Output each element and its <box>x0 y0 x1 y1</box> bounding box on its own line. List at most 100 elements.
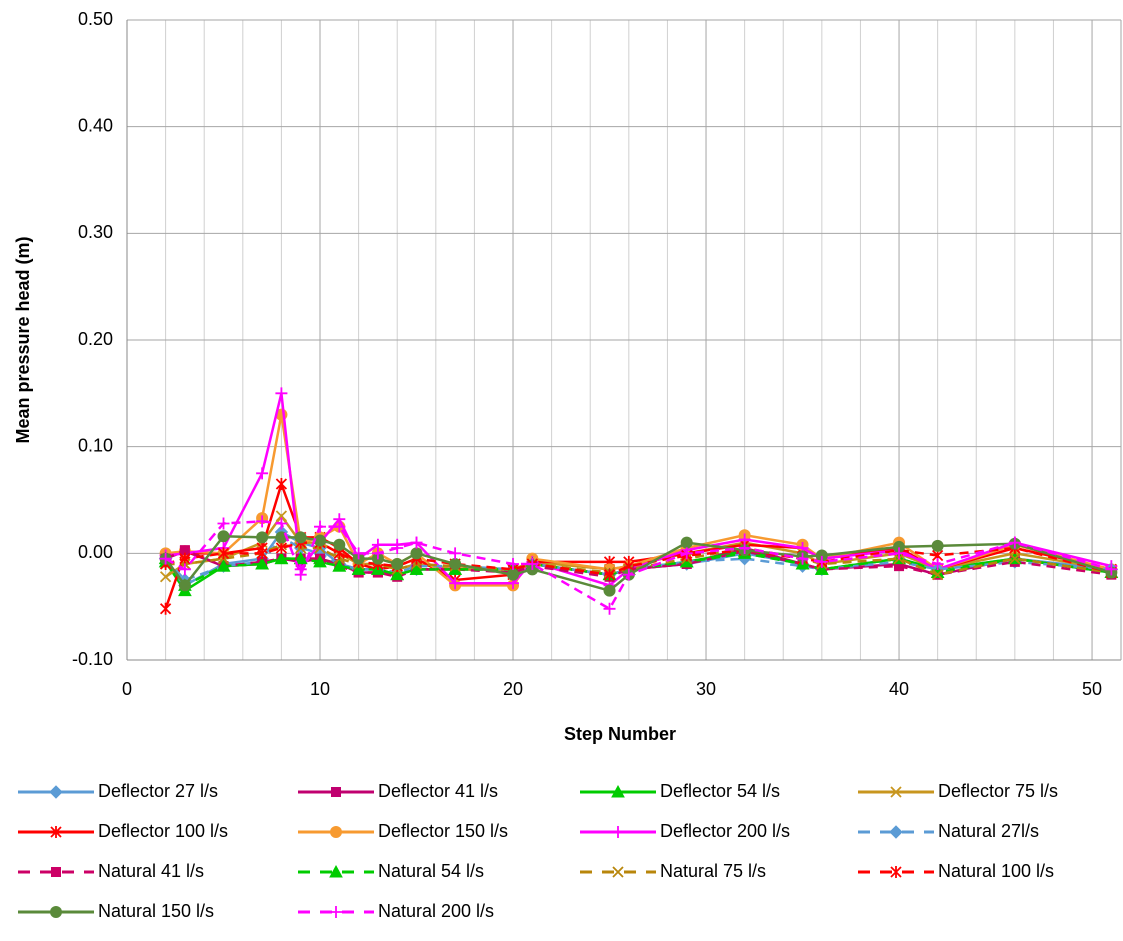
marker <box>217 547 230 560</box>
marker <box>409 562 424 575</box>
legend-marker <box>331 787 341 797</box>
legend-item: Deflector 150 l/s <box>298 821 508 841</box>
marker <box>931 558 944 570</box>
marker <box>1105 563 1118 576</box>
legend-label: Deflector 27 l/s <box>98 781 218 801</box>
marker <box>449 547 462 560</box>
marker <box>1009 553 1021 565</box>
x-tick-label: 10 <box>310 679 330 699</box>
legend-marker <box>612 826 624 838</box>
marker <box>1008 536 1021 549</box>
marker <box>159 552 172 565</box>
marker <box>410 547 423 560</box>
marker <box>449 558 462 570</box>
x-axis-title: Step Number <box>564 724 676 744</box>
marker <box>333 520 346 533</box>
legend-marker <box>329 864 343 878</box>
legend-item: Natural 41 l/s <box>18 861 204 881</box>
legend-label: Natural 41 l/s <box>98 861 204 881</box>
legend-item: Deflector 100 l/s <box>18 821 228 841</box>
x-tick-label: 50 <box>1082 679 1102 699</box>
marker <box>332 559 347 572</box>
marker <box>391 542 404 554</box>
legend-label: Natural 75 l/s <box>660 861 766 881</box>
y-tick-label: 0.50 <box>78 9 113 29</box>
marker <box>893 547 906 560</box>
legend-label: Natural 100 l/s <box>938 861 1054 881</box>
marker <box>680 536 693 549</box>
legend-marker <box>611 784 625 798</box>
legend-item: Deflector 54 l/s <box>580 781 780 801</box>
legend-label: Deflector 54 l/s <box>660 781 780 801</box>
marker <box>738 542 751 554</box>
marker <box>275 517 288 530</box>
legend-label: Natural 54 l/s <box>378 861 484 881</box>
legend-marker <box>330 826 342 838</box>
marker <box>371 547 384 560</box>
marker <box>391 558 404 570</box>
marker <box>178 563 191 576</box>
x-tick-label: 30 <box>696 679 716 699</box>
marker <box>178 579 191 592</box>
marker <box>217 517 230 530</box>
marker <box>256 531 269 544</box>
marker <box>526 558 539 570</box>
legend-marker <box>50 906 62 918</box>
marker <box>352 547 365 560</box>
legend-marker <box>612 866 624 878</box>
marker <box>894 561 905 572</box>
marker <box>507 568 520 581</box>
y-tick-label: 0.40 <box>78 115 113 135</box>
legend-label: Natural 150 l/s <box>98 901 214 921</box>
marker <box>449 577 462 590</box>
y-tick-label: -0.10 <box>72 649 113 669</box>
marker <box>275 510 288 522</box>
marker <box>314 534 327 547</box>
marker <box>333 538 346 551</box>
marker <box>314 520 327 533</box>
marker <box>815 555 828 568</box>
x-tick-label: 20 <box>503 679 523 699</box>
marker <box>351 562 366 575</box>
y-axis-title: Mean pressure head (m) <box>13 236 33 443</box>
marker <box>179 552 191 565</box>
marker <box>217 530 230 543</box>
marker <box>256 547 268 560</box>
y-tick-label: 0.20 <box>78 329 113 349</box>
marker <box>216 559 231 572</box>
y-tick-label: 0.00 <box>78 542 113 562</box>
x-tick-label: 40 <box>889 679 909 699</box>
marker <box>622 568 635 581</box>
legend-marker <box>50 826 62 838</box>
legend-label: Natural 27l/s <box>938 821 1039 841</box>
y-tick-label: 0.10 <box>78 435 113 455</box>
legend-label: Natural 200 l/s <box>378 901 494 921</box>
series-line <box>164 480 1112 610</box>
legend-label: Deflector 100 l/s <box>98 821 228 841</box>
legend-item: Deflector 41 l/s <box>298 781 498 801</box>
legend-item: Deflector 200 l/s <box>580 821 790 841</box>
marker <box>275 387 288 400</box>
legend-marker <box>51 867 61 877</box>
marker <box>603 568 616 581</box>
marker <box>179 545 190 556</box>
marker <box>294 568 307 581</box>
marker <box>680 547 693 560</box>
marker <box>256 467 269 480</box>
marker <box>390 567 405 581</box>
marker <box>159 571 172 583</box>
legend-item: Natural 75 l/s <box>580 861 766 881</box>
y-tick-label: 0.30 <box>78 222 113 242</box>
marker <box>313 554 327 568</box>
marker <box>814 562 829 575</box>
legend-item: Natural 200 l/s <box>298 901 494 921</box>
legend-label: Deflector 75 l/s <box>938 781 1058 801</box>
marker <box>256 515 269 528</box>
marker <box>507 558 520 570</box>
legend-item: Natural 100 l/s <box>858 861 1054 881</box>
legend-marker <box>889 825 903 839</box>
legend-marker <box>49 785 63 799</box>
marker <box>255 556 269 570</box>
legend-marker <box>330 906 342 918</box>
